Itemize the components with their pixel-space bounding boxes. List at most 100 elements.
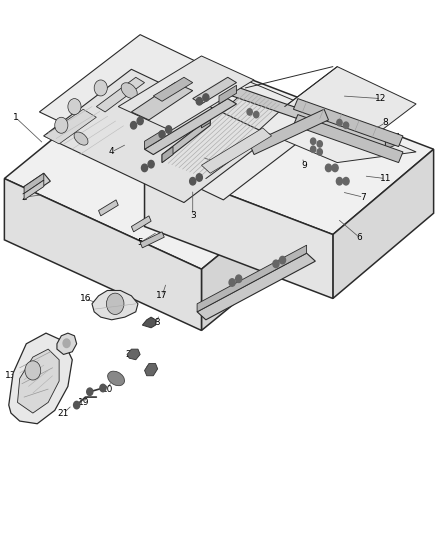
- Ellipse shape: [121, 83, 137, 99]
- Circle shape: [337, 119, 342, 126]
- Text: 16: 16: [80, 294, 91, 303]
- Polygon shape: [118, 56, 254, 131]
- Polygon shape: [158, 61, 219, 99]
- Polygon shape: [145, 163, 333, 298]
- Circle shape: [25, 361, 41, 380]
- Circle shape: [55, 117, 68, 133]
- Circle shape: [196, 98, 202, 105]
- Circle shape: [311, 146, 316, 152]
- Polygon shape: [201, 115, 210, 128]
- Polygon shape: [142, 317, 155, 328]
- Text: 18: 18: [150, 318, 161, 327]
- Circle shape: [131, 122, 137, 129]
- Text: 1: 1: [12, 113, 18, 122]
- Polygon shape: [385, 133, 399, 149]
- Text: 22: 22: [126, 350, 137, 359]
- Text: 2: 2: [21, 193, 27, 201]
- Circle shape: [247, 109, 252, 115]
- Polygon shape: [57, 333, 77, 354]
- Polygon shape: [24, 180, 44, 200]
- Circle shape: [190, 177, 196, 185]
- Text: 6: 6: [356, 233, 362, 241]
- Polygon shape: [99, 200, 118, 216]
- Circle shape: [137, 117, 143, 125]
- Circle shape: [254, 111, 259, 118]
- Polygon shape: [166, 80, 416, 163]
- Text: 15: 15: [45, 337, 56, 345]
- Polygon shape: [197, 253, 315, 320]
- Polygon shape: [24, 173, 44, 193]
- Polygon shape: [201, 128, 272, 173]
- Circle shape: [63, 339, 70, 348]
- Text: 4: 4: [109, 148, 114, 156]
- Circle shape: [106, 293, 124, 314]
- Polygon shape: [44, 69, 272, 203]
- Polygon shape: [92, 290, 138, 320]
- Text: 12: 12: [375, 94, 387, 103]
- Polygon shape: [145, 364, 158, 376]
- Polygon shape: [9, 333, 72, 424]
- Circle shape: [343, 122, 349, 128]
- Polygon shape: [201, 67, 215, 85]
- Text: 11: 11: [380, 174, 391, 183]
- Circle shape: [317, 141, 322, 147]
- Polygon shape: [293, 99, 403, 147]
- Circle shape: [203, 94, 209, 101]
- Circle shape: [273, 260, 279, 268]
- Polygon shape: [44, 109, 96, 144]
- Polygon shape: [145, 77, 434, 235]
- Text: 13: 13: [5, 372, 17, 380]
- Circle shape: [185, 98, 191, 105]
- Text: 5: 5: [137, 238, 143, 247]
- Circle shape: [196, 174, 202, 181]
- Text: 3: 3: [190, 212, 196, 220]
- Polygon shape: [24, 173, 50, 195]
- Polygon shape: [250, 109, 328, 155]
- Text: 7: 7: [360, 193, 367, 201]
- Text: 20: 20: [102, 385, 113, 393]
- Ellipse shape: [74, 132, 88, 145]
- Polygon shape: [193, 77, 237, 104]
- Polygon shape: [4, 64, 342, 269]
- Text: 17: 17: [156, 292, 168, 300]
- Text: 23: 23: [145, 366, 157, 375]
- Polygon shape: [285, 67, 416, 144]
- Polygon shape: [219, 85, 237, 104]
- Text: 21: 21: [58, 409, 69, 417]
- Polygon shape: [131, 216, 151, 232]
- Polygon shape: [162, 117, 210, 163]
- Text: 19: 19: [78, 398, 89, 407]
- Polygon shape: [197, 245, 307, 312]
- Circle shape: [68, 99, 81, 115]
- Circle shape: [148, 160, 154, 168]
- Circle shape: [343, 177, 349, 185]
- Circle shape: [332, 164, 338, 172]
- Polygon shape: [153, 77, 193, 101]
- Polygon shape: [145, 99, 237, 155]
- Polygon shape: [127, 349, 140, 360]
- Polygon shape: [293, 115, 403, 163]
- Polygon shape: [140, 232, 164, 248]
- Circle shape: [100, 384, 106, 392]
- Circle shape: [141, 164, 148, 172]
- Polygon shape: [96, 77, 145, 112]
- Circle shape: [179, 95, 185, 102]
- Circle shape: [94, 80, 107, 96]
- Circle shape: [185, 106, 191, 113]
- Circle shape: [166, 126, 172, 133]
- Circle shape: [179, 103, 185, 110]
- Circle shape: [325, 164, 332, 172]
- Polygon shape: [39, 35, 324, 200]
- Polygon shape: [145, 131, 162, 149]
- Circle shape: [336, 177, 343, 185]
- Polygon shape: [166, 91, 285, 179]
- Polygon shape: [162, 147, 173, 163]
- Polygon shape: [131, 83, 193, 120]
- Circle shape: [236, 275, 242, 282]
- Circle shape: [87, 388, 93, 395]
- Polygon shape: [4, 179, 201, 330]
- Circle shape: [74, 401, 80, 409]
- Text: 8: 8: [382, 118, 389, 127]
- Ellipse shape: [108, 371, 124, 386]
- Circle shape: [279, 256, 286, 264]
